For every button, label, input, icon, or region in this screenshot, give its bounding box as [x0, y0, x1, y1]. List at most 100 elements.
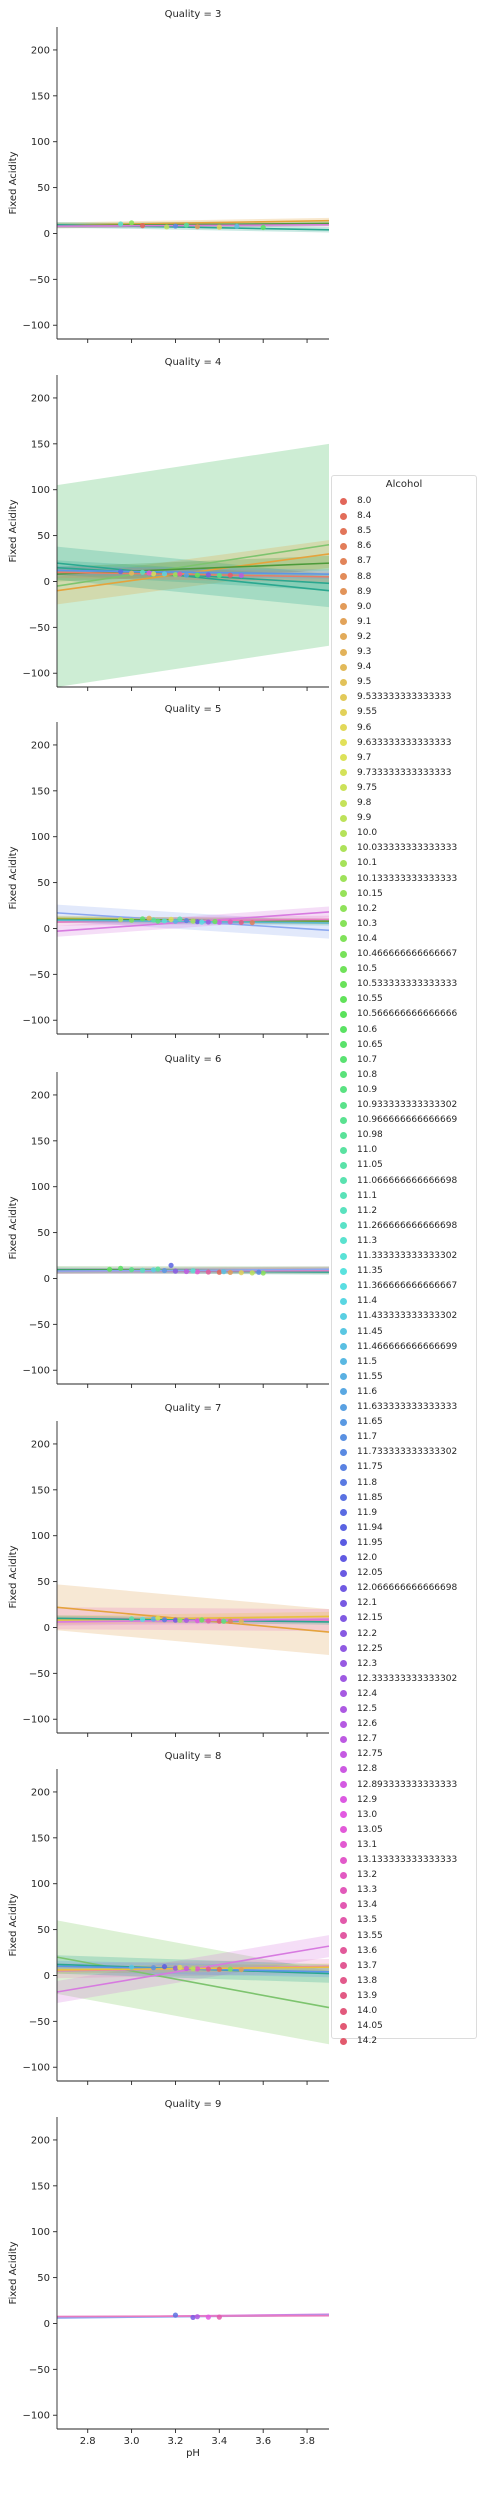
- legend-label: 13.2: [357, 1870, 378, 1881]
- legend-label: 9.3: [357, 647, 372, 657]
- facet-quality-8: Quality = 8 −100 −50 0 50 100 150 200 Fixed Acid…: [8, 1751, 330, 2085]
- y-tick-label: −50: [29, 275, 50, 286]
- data-point: [139, 223, 146, 229]
- legend-item: 10.533333333333333: [340, 977, 457, 991]
- legend-marker: [340, 1901, 347, 1909]
- facet-title: Quality = 7: [165, 1403, 222, 1414]
- data-point: [139, 1267, 146, 1273]
- legend-label: 10.533333333333333: [357, 979, 458, 990]
- legend-marker: [340, 1494, 347, 1502]
- legend-item: 12.1: [340, 1596, 377, 1610]
- legend-item: 11.4: [340, 1294, 377, 1308]
- legend-label: 11.5: [357, 1356, 378, 1367]
- legend-label: 10.9: [357, 1084, 378, 1095]
- data-point: [155, 918, 161, 924]
- legend-label: 13.55: [357, 1930, 383, 1941]
- y-tick-label: −50: [29, 1320, 50, 1331]
- legend-label: 10.55: [357, 994, 383, 1005]
- data-point: [164, 224, 170, 230]
- data-point: [249, 1270, 255, 1276]
- data-point: [205, 1269, 211, 1275]
- data-point: [221, 1618, 227, 1624]
- legend-label: 11.066666666666698: [357, 1175, 458, 1186]
- data-point: [227, 1269, 233, 1276]
- legend-label: 8.0: [357, 496, 372, 506]
- legend-marker: [340, 920, 347, 928]
- legend-label: 8.5: [357, 526, 372, 537]
- y-tick-label: 50: [37, 1577, 50, 1588]
- legend-item: 8.9: [340, 585, 371, 599]
- legend-label: 9.633333333333333: [357, 737, 452, 748]
- data-point: [190, 1966, 196, 1972]
- data-point: [150, 1965, 157, 1971]
- legend-marker: [340, 1479, 347, 1486]
- legend-label: 13.0: [357, 1809, 378, 1820]
- legend-item: 12.0: [340, 1551, 377, 1565]
- data-point: [205, 572, 211, 578]
- legend-item: 10.55: [340, 992, 383, 1006]
- legend-marker: [340, 1841, 347, 1849]
- legend-item: 13.8: [340, 1974, 377, 1988]
- legend-item: 12.05: [340, 1566, 383, 1580]
- legend-label: 11.633333333333333: [357, 1402, 458, 1412]
- y-tick-label: 150: [31, 786, 50, 797]
- legend-item: 10.98: [340, 1128, 383, 1142]
- y-tick-label: 50: [37, 1925, 50, 1936]
- legend-label: 10.033333333333333: [357, 843, 458, 854]
- y-tick-label: 150: [31, 1833, 50, 1844]
- legend-marker: [340, 769, 347, 777]
- legend-label: 13.1: [357, 1839, 378, 1850]
- legend-marker: [340, 663, 347, 671]
- legend-marker: [340, 950, 347, 958]
- legend-label: 12.3: [357, 1658, 378, 1669]
- legend-label: 13.9: [357, 1990, 378, 2001]
- facet-title: Quality = 6: [165, 1054, 222, 1065]
- data-point: [234, 223, 240, 229]
- legend-item: 10.7: [340, 1053, 377, 1067]
- legend-marker: [340, 1358, 347, 1366]
- legend-label: 10.933333333333302: [357, 1100, 458, 1110]
- legend-marker: [340, 1146, 347, 1154]
- legend-marker: [340, 1720, 347, 1728]
- legend-item: 10.15: [340, 887, 383, 901]
- legend-marker: [340, 1161, 347, 1169]
- data-point: [172, 571, 179, 578]
- legend-item: 12.6: [340, 1717, 377, 1731]
- y-tick-label: 0: [44, 577, 50, 588]
- y-tick-label: 200: [31, 1439, 50, 1450]
- legend-label: 9.6: [357, 722, 372, 733]
- legend-marker: [340, 708, 347, 716]
- legend-marker: [340, 1660, 347, 1668]
- facet-title: Quality = 8: [165, 1751, 222, 1762]
- y-tick-label: 50: [37, 2273, 50, 2284]
- legend-marker: [340, 844, 347, 852]
- legend-item: 9.5: [340, 675, 371, 689]
- legend-item: 10.1: [340, 856, 377, 870]
- data-point: [183, 1268, 190, 1275]
- legend-marker: [340, 512, 347, 520]
- y-tick-label: 50: [37, 531, 50, 542]
- legend-label: 11.85: [357, 1492, 383, 1503]
- legend-item: 13.0: [340, 1808, 377, 1822]
- legend-item: 9.0: [340, 600, 371, 614]
- legend-label: 12.0: [357, 1553, 378, 1563]
- data-point: [172, 1965, 179, 1971]
- legend-marker: [340, 1524, 347, 1532]
- legend-item: 13.3: [340, 1883, 377, 1897]
- legend-marker: [340, 1388, 347, 1396]
- legend-label: 12.7: [357, 1734, 378, 1745]
- legend-item: 13.4: [340, 1898, 377, 1912]
- y-tick-label: −100: [23, 2411, 50, 2422]
- legend-label: 9.733333333333333: [357, 767, 452, 778]
- regression-line: [56, 219, 330, 227]
- legend-item: 10.033333333333333: [340, 841, 457, 855]
- legend-label: 10.8: [357, 1069, 378, 1080]
- legend-item: 12.15: [340, 1611, 383, 1625]
- legend-label: 13.7: [357, 1960, 378, 1971]
- legend-item: 8.0: [340, 494, 371, 508]
- y-tick-label: 150: [31, 439, 50, 450]
- legend-marker: [340, 995, 347, 1003]
- legend-marker: [340, 1026, 347, 1033]
- legend-marker: [340, 1418, 347, 1426]
- legend-label: 11.1: [357, 1190, 378, 1201]
